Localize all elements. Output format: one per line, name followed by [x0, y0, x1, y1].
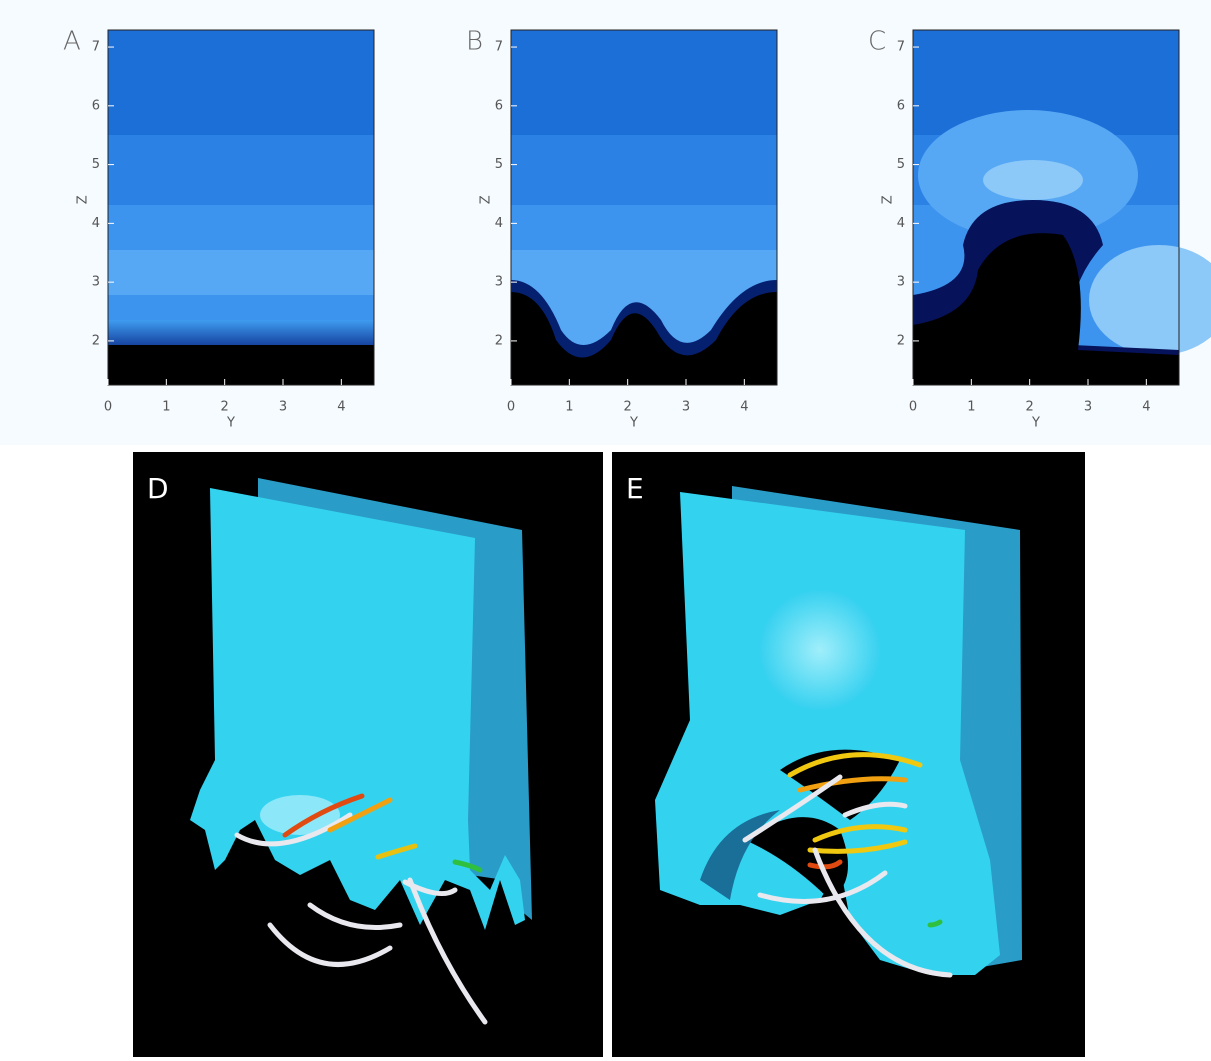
render-d [133, 452, 603, 1057]
x-axis-label: Y [1031, 416, 1040, 431]
x-tick-label: 0 [507, 400, 515, 415]
panel-label: D [147, 472, 169, 505]
x-tick-label: 2 [624, 400, 632, 415]
x-tick-label: 3 [279, 400, 287, 415]
y-tick-label: 7 [92, 40, 100, 55]
x-tick-label: 4 [740, 400, 748, 415]
band [108, 345, 374, 385]
y-tick-label: 2 [92, 333, 100, 348]
band [108, 250, 374, 295]
x-tick-label: 1 [967, 400, 975, 415]
x-axis-label: Y [226, 416, 235, 431]
y-tick-label: 7 [495, 40, 503, 55]
band [511, 205, 777, 250]
band [511, 135, 777, 205]
contour-panel: 0 1 2 3 4 2 3 4 5 6 7 Y Z C [868, 27, 1211, 431]
x-axis-label: Y [629, 416, 638, 431]
y-axis-label: Z [881, 195, 896, 204]
y-tick-label: 5 [897, 157, 905, 172]
y-axis-label: Z [479, 195, 494, 204]
contour-panel: 0 1 2 3 4 2 3 4 5 6 7 Y Z B [466, 27, 777, 431]
panel-label: E [626, 472, 644, 505]
x-tick-label: 1 [565, 400, 573, 415]
y-axis-label: Z [76, 195, 91, 204]
y-tick-label: 7 [897, 40, 905, 55]
panel-label: B [466, 27, 483, 57]
y-tick-label: 3 [897, 275, 905, 290]
x-tick-label: 4 [1142, 400, 1150, 415]
band [108, 295, 374, 320]
x-tick-label: 2 [1026, 400, 1034, 415]
x-tick-label: 3 [682, 400, 690, 415]
render-e [612, 452, 1085, 1057]
x-tick-label: 2 [221, 400, 229, 415]
band [108, 135, 374, 205]
y-tick-label: 6 [495, 98, 503, 113]
y-tick-label: 5 [92, 157, 100, 172]
x-tick-label: 0 [104, 400, 112, 415]
contour-panel: 0 1 2 3 4 2 3 4 5 6 7 Y Z A [63, 27, 374, 431]
x-tick-label: 1 [162, 400, 170, 415]
y-tick-label: 4 [897, 216, 905, 231]
panel-label: A [63, 27, 81, 57]
x-tick-label: 4 [337, 400, 345, 415]
y-tick-label: 5 [495, 157, 503, 172]
y-tick-label: 3 [92, 275, 100, 290]
figure: 0 1 2 3 4 2 3 4 5 6 7 Y Z A 0 1 2 3 4 2 3 4 5 6 7 Y Z B 0 1 2 3 4 2 3 4 5 6 7 Y… [0, 0, 1211, 1057]
y-tick-label: 2 [495, 333, 503, 348]
y-tick-label: 4 [495, 216, 503, 231]
y-tick-label: 3 [495, 275, 503, 290]
band [511, 30, 777, 135]
panel-label: C [868, 27, 886, 57]
y-tick-label: 2 [897, 333, 905, 348]
y-tick-label: 6 [92, 98, 100, 113]
x-tick-label: 3 [1084, 400, 1092, 415]
y-tick-label: 4 [92, 216, 100, 231]
band [108, 30, 374, 135]
blob [983, 160, 1083, 200]
y-tick-label: 6 [897, 98, 905, 113]
band [108, 205, 374, 250]
x-tick-label: 0 [909, 400, 917, 415]
